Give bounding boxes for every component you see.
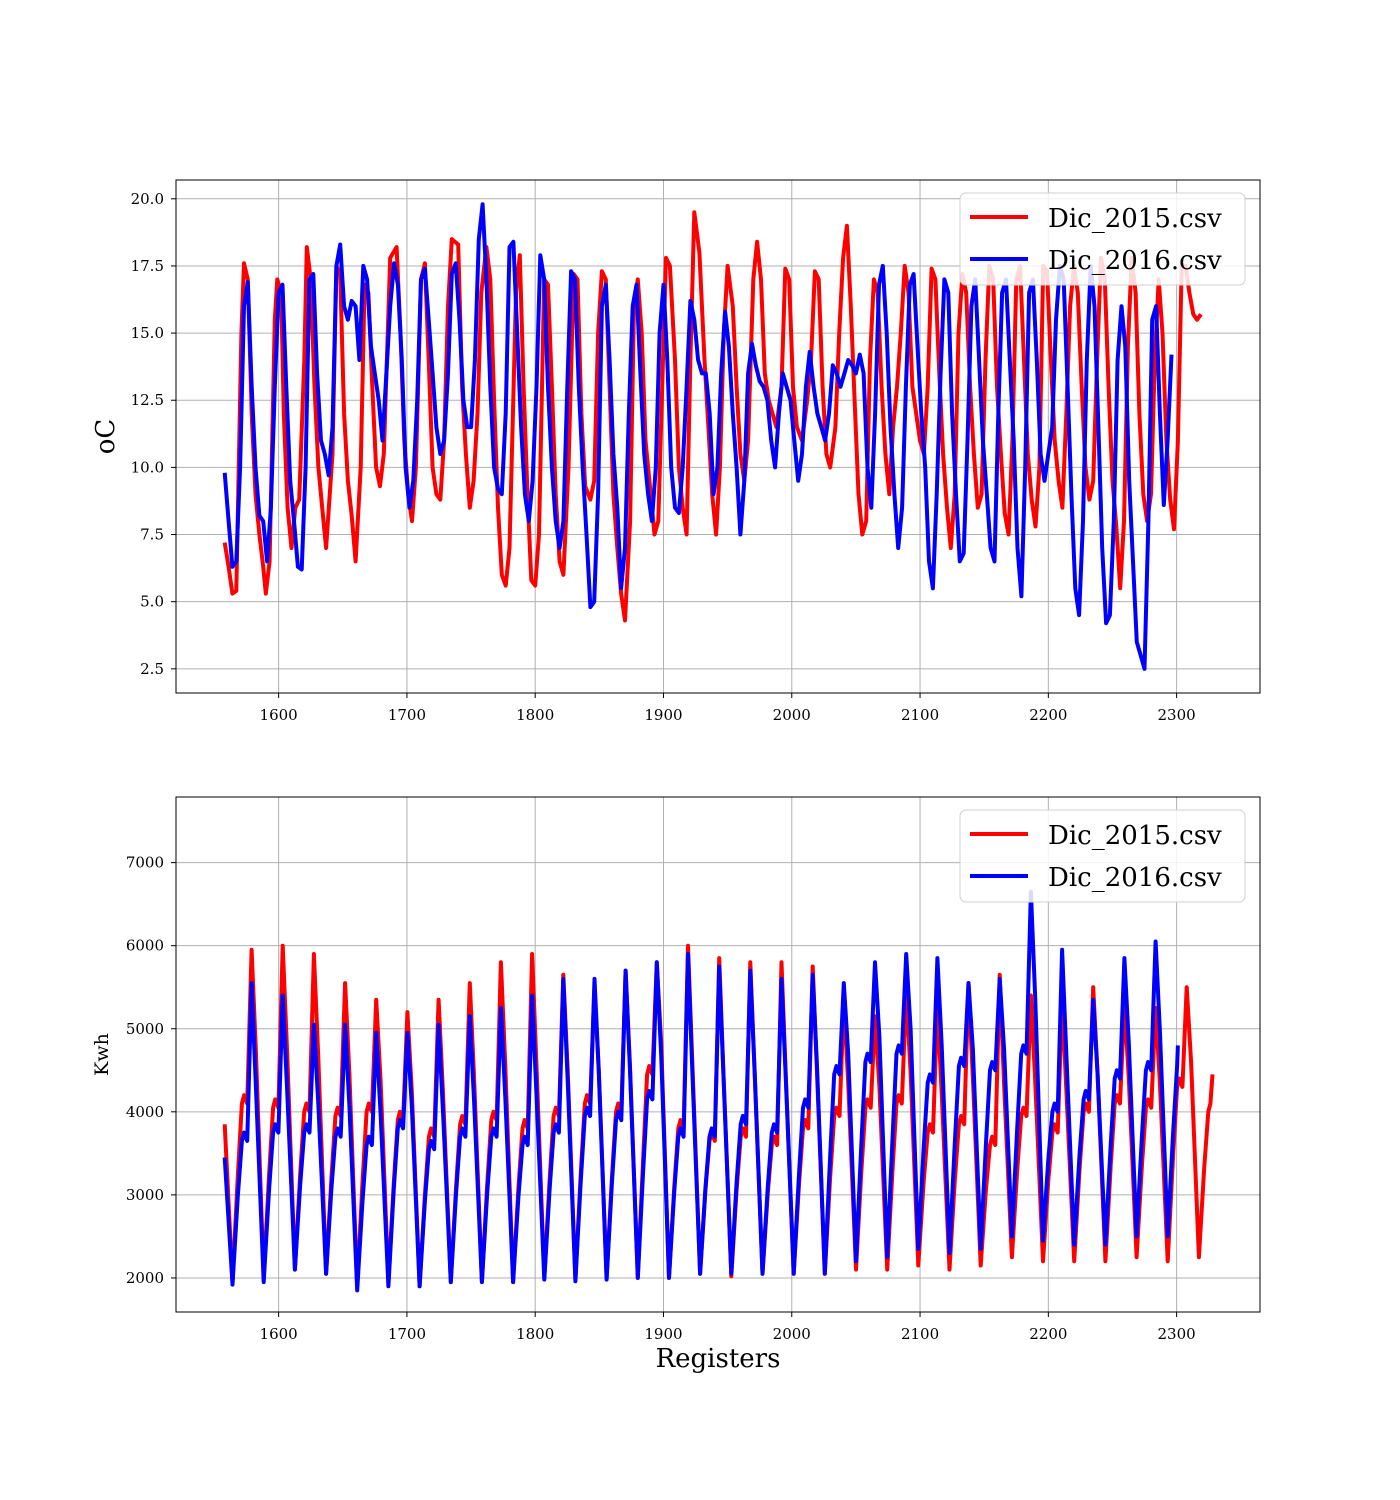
y-tick-label: 2.5 (140, 660, 164, 678)
legend-box (959, 809, 1246, 903)
y-tick-label: 6000 (126, 937, 164, 955)
series-line-dic-2016-csv (222, 202, 1174, 671)
x-tick-label: 1600 (260, 706, 298, 724)
y-tick-label: 2000 (126, 1269, 164, 1287)
x-tick-label: 1700 (388, 1325, 426, 1343)
x-tick-label: 1600 (260, 1325, 298, 1343)
x-tick-label: 2100 (901, 1325, 939, 1343)
x-axis-label: Registers (656, 1344, 781, 1374)
y-tick-label: 3000 (126, 1186, 164, 1204)
legend-label: Dic_2015.csv (1048, 204, 1222, 234)
x-tick-label: 2100 (901, 706, 939, 724)
x-tick-label: 2300 (1158, 1325, 1196, 1343)
y-tick-label: 17.5 (131, 257, 164, 275)
x-tick-label: 1800 (516, 1325, 554, 1343)
x-tick-label: 2200 (1029, 1325, 1067, 1343)
x-tick-label: 1800 (516, 706, 554, 724)
temperature-chart: 1600 1700 1800 1900 2000 2100 2200 2300 2.5 5.0 7.… (91, 179, 1261, 724)
y-tick-label: 4000 (126, 1103, 164, 1121)
y-tick-label: 15.0 (131, 324, 164, 342)
legend-label: Dic_2015.csv (1048, 821, 1222, 851)
y-tick-label: 12.5 (131, 391, 164, 409)
x-tick-label: 2200 (1029, 706, 1067, 724)
x-tick-label: 2000 (773, 706, 811, 724)
y-tick-label: 10.0 (131, 458, 164, 476)
legend: Dic_2015.csv Dic_2016.csv (959, 192, 1246, 286)
legend-label: Dic_2016.csv (1048, 246, 1222, 276)
x-tick-label: 1900 (644, 706, 682, 724)
x-tick-label: 2300 (1158, 706, 1196, 724)
series-line-dic-2016-csv (222, 889, 1180, 1293)
y-tick-label: 20.0 (131, 190, 164, 208)
x-tick-label: 1700 (388, 706, 426, 724)
plot-frame (175, 796, 1261, 1313)
y-tick-label: 5000 (126, 1020, 164, 1038)
y-tick-label: 7.5 (140, 526, 164, 544)
x-tick-label: 1900 (644, 1325, 682, 1343)
legend-label: Dic_2016.csv (1048, 863, 1222, 893)
y-axis-label: oC (91, 419, 121, 455)
legend-box (959, 192, 1246, 286)
y-tick-label: 7000 (126, 854, 164, 872)
legend: Dic_2015.csv Dic_2016.csv (959, 809, 1246, 903)
y-axis-label: Kwh (91, 1033, 113, 1076)
energy-chart: 1600 1700 1800 1900 2000 2100 2200 2300 2000 3000… (91, 796, 1261, 1374)
plot-frame (175, 179, 1261, 694)
x-tick-label: 2000 (773, 1325, 811, 1343)
y-tick-label: 5.0 (140, 593, 164, 611)
